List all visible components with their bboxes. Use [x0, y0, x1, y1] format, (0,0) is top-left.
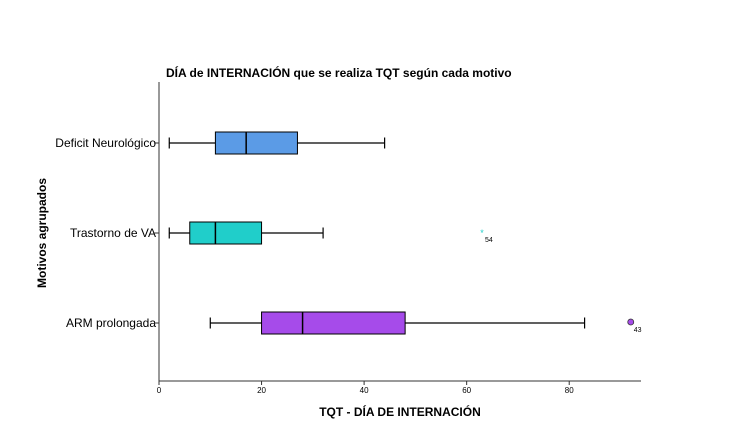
category-label: ARM prolongada: [66, 316, 156, 330]
x-tick-label: 60: [462, 386, 471, 395]
axes: [158, 82, 641, 382]
box-group: *54: [168, 221, 493, 245]
box-iqr: [261, 311, 406, 335]
chart-title: DÍA de INTERNACIÓN que se realiza TQT se…: [166, 66, 512, 80]
box-group: [168, 131, 386, 155]
x-tick-label: 20: [257, 386, 266, 395]
category-label: Deficit Neurológico: [55, 136, 156, 150]
box-group: 43: [209, 311, 642, 335]
box-iqr: [214, 131, 298, 155]
boxes: *54 43: [168, 131, 642, 335]
x-ticks: 0 20 40 60 80: [157, 381, 574, 395]
y-axis-label: Motivos agrupados: [35, 177, 49, 289]
x-axis-label: TQT - DÍA DE INTERNACIÓN: [319, 405, 481, 419]
x-tick-label: 40: [360, 386, 369, 395]
category-labels: Deficit Neurológico Trastorno de VA ARM pr…: [55, 136, 159, 330]
outlier-point: *: [480, 228, 484, 238]
x-tick-label: 80: [565, 386, 574, 395]
outlier-label: 43: [634, 327, 642, 334]
box-iqr: [189, 221, 263, 245]
outlier-label: 54: [485, 237, 493, 244]
category-label: Trastorno de VA: [70, 226, 156, 240]
outlier-point: [627, 318, 635, 326]
x-tick-label: 0: [157, 386, 162, 395]
